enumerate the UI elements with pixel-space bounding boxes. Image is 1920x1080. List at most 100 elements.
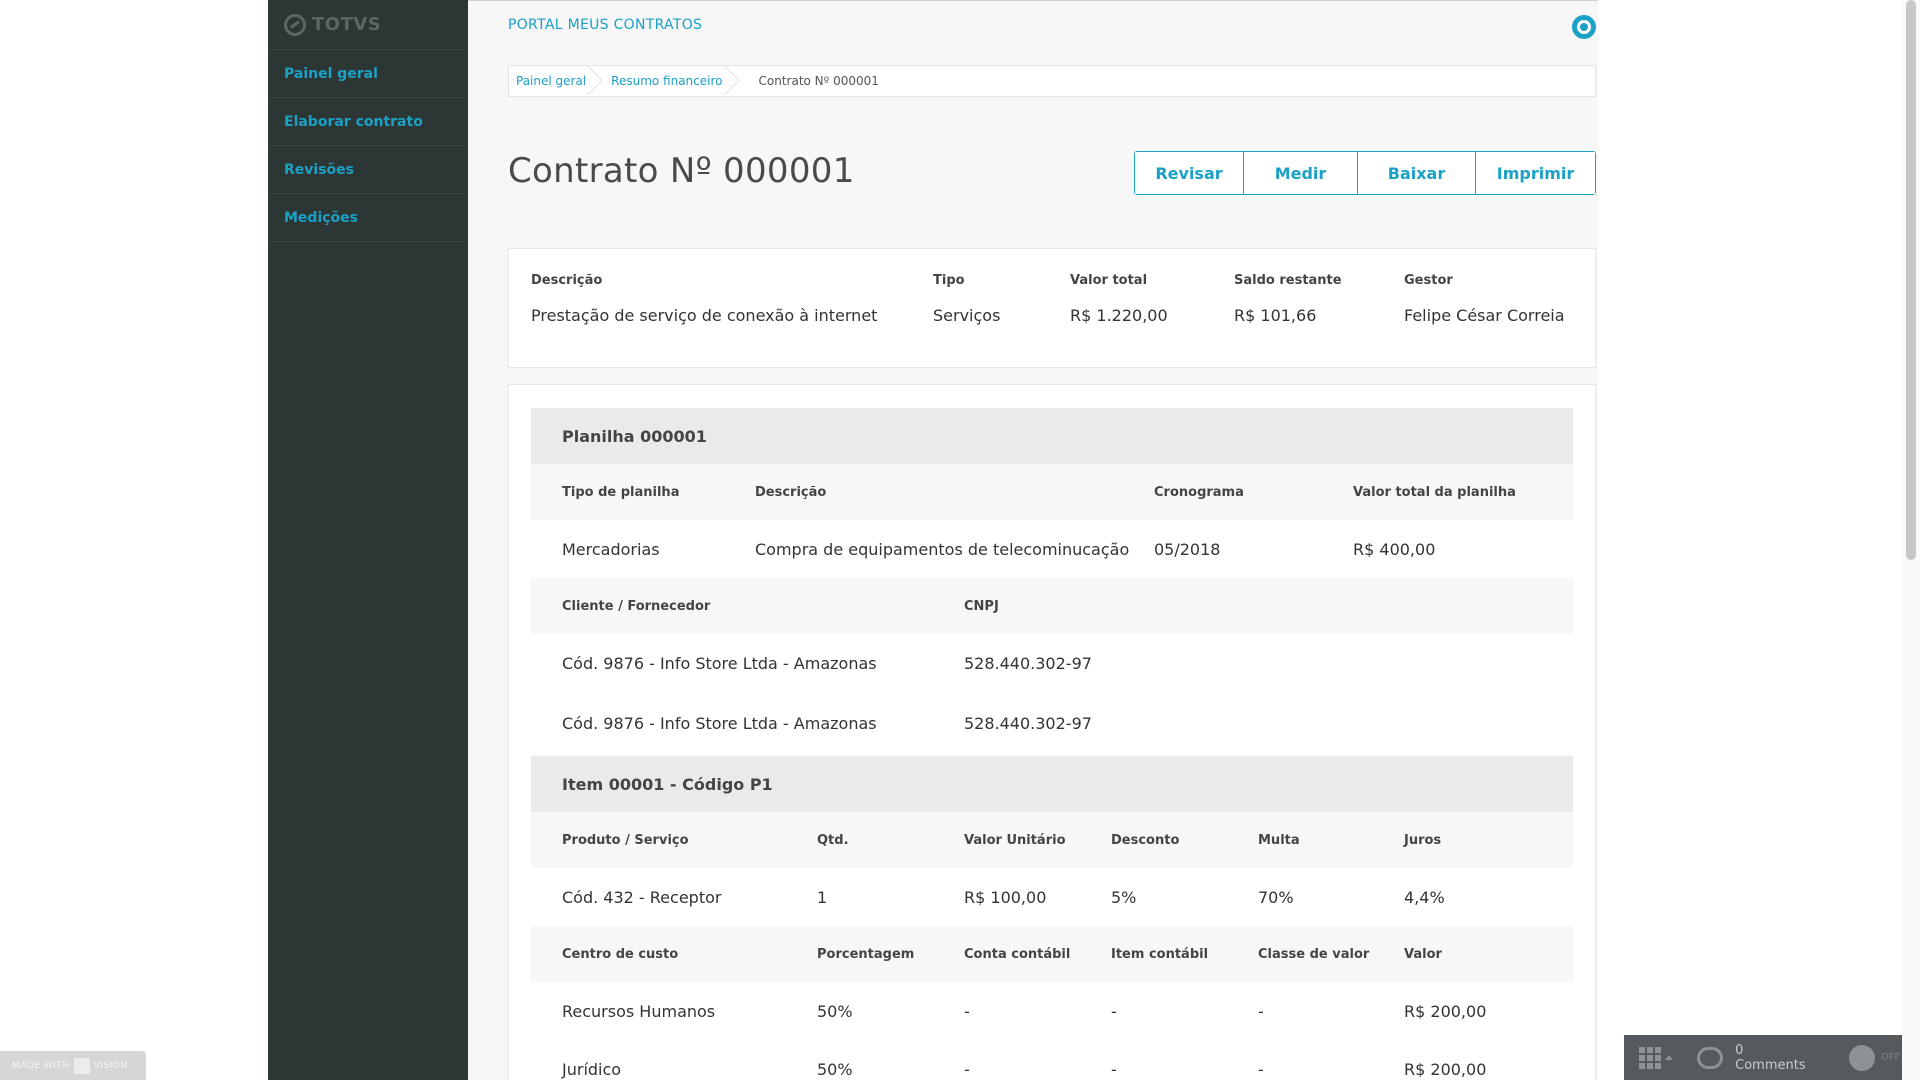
cell: Recursos Humanos [562, 1001, 716, 1021]
cell: 4,4% [1404, 887, 1445, 907]
summary-value: Felipe César Correia [1404, 306, 1565, 325]
column-header: Valor total da planilha [1353, 484, 1516, 500]
column-header: CNPJ [964, 598, 999, 614]
cell: Cód. 9876 - Info Store Ltda - Amazonas [562, 653, 877, 673]
column-header: Multa [1258, 832, 1300, 848]
breadcrumb-painel-geral[interactable]: Painel geral [509, 66, 604, 96]
page-title: Contrato Nº 000001 [508, 151, 855, 191]
planilha-row: Mercadorias Compra de equipamentos de te… [531, 520, 1573, 578]
column-header: Item contábil [1111, 946, 1209, 962]
comment-toolbar: 0 Comments OFF [1624, 1035, 1902, 1080]
summary-saldo-restante: Saldo restante R$ 101,66 [1234, 273, 1342, 325]
summary-value: Prestação de serviço de conexão à intern… [531, 306, 878, 325]
column-header: Juros [1404, 832, 1442, 848]
sidebar-item-painel-geral[interactable]: Painel geral [268, 50, 468, 98]
revisar-button[interactable]: Revisar [1135, 152, 1244, 194]
cell: 528.440.302-97 [964, 713, 1092, 733]
baixar-button[interactable]: Baixar [1358, 152, 1476, 194]
column-header: Valor Unitário [964, 832, 1066, 848]
cell: Compra de equipamentos de telecominucaçã… [755, 539, 1130, 559]
portal-title[interactable]: PORTAL MEUS CONTRATOS [508, 17, 703, 33]
cell: - [1258, 1059, 1264, 1079]
summary-tipo: Tipo Serviços [933, 273, 1000, 325]
column-header: Conta contábil [964, 946, 1071, 962]
column-header: Qtd. [817, 832, 849, 848]
sidebar-item-revisoes[interactable]: Revisões [268, 146, 468, 194]
cell: Jurídico [562, 1059, 622, 1079]
planilha-header-row: Tipo de planilha Descrição Cronograma Va… [531, 464, 1573, 520]
summary-value: R$ 101,66 [1234, 306, 1317, 325]
scrollbar-thumb[interactable] [1906, 0, 1916, 560]
cell: R$ 200,00 [1404, 1001, 1487, 1021]
badge-text: MADE WITH [12, 1060, 70, 1071]
cell: R$ 100,00 [964, 887, 1047, 907]
imprimir-button[interactable]: Imprimir [1476, 152, 1595, 194]
brand-logo[interactable]: TOTVS [268, 0, 468, 50]
brand-name: TOTVS [312, 14, 382, 35]
contract-detail-card: Planilha 000001 Tipo de planilha Descriç… [508, 384, 1596, 1080]
breadcrumb: Painel geral Resumo financeiro Contrato … [508, 65, 1596, 97]
breadcrumb-current: Contrato Nº 000001 [758, 74, 879, 88]
column-header: Descrição [755, 484, 827, 500]
user-profile-icon[interactable] [1572, 15, 1596, 39]
summary-label: Saldo restante [1234, 273, 1342, 288]
cost-center-row: Jurídico 50% - - - R$ 200,00 [531, 1040, 1573, 1080]
cell: 05/2018 [1154, 539, 1221, 559]
cell: - [1111, 1059, 1117, 1079]
cell: R$ 200,00 [1404, 1059, 1487, 1079]
main-content: PORTAL MEUS CONTRATOS Painel geral Resum… [468, 0, 1598, 1080]
toggle-knob [1848, 1044, 1875, 1071]
supplier-header-row: Cliente / Fornecedor CNPJ [531, 578, 1573, 634]
breadcrumb-resumo-financeiro[interactable]: Resumo financeiro [604, 66, 740, 96]
cell: - [964, 1059, 970, 1079]
cell: 70% [1258, 887, 1294, 907]
medir-button[interactable]: Medir [1244, 152, 1358, 194]
column-header: Tipo de planilha [562, 484, 680, 500]
cell: 528.440.302-97 [964, 653, 1092, 673]
made-with-invision-badge[interactable]: MADE WITH VISION [0, 1051, 146, 1080]
right-gutter [1598, 0, 1920, 1080]
comments-count[interactable]: 0 Comments [1735, 1042, 1806, 1073]
left-gutter [0, 0, 268, 1080]
cell: Cód. 9876 - Info Store Ltda - Amazonas [562, 713, 877, 733]
cell: R$ 400,00 [1353, 539, 1436, 559]
summary-descricao: Descrição Prestação de serviço de conexã… [531, 273, 877, 325]
cell: - [1111, 1001, 1117, 1021]
item-header: Item 00001 - Código P1 [531, 756, 1573, 812]
column-header: Cliente / Fornecedor [562, 598, 711, 614]
column-header: Desconto [1111, 832, 1180, 848]
badge-brand: VISION [93, 1060, 128, 1071]
invision-logo-icon [73, 1057, 90, 1074]
cell: - [964, 1001, 970, 1021]
sidebar-item-medicoes[interactable]: Medições [268, 194, 468, 242]
column-header: Produto / Serviço [562, 832, 689, 848]
comments-toggle[interactable]: OFF [1848, 1044, 1902, 1072]
item-header-row: Produto / Serviço Qtd. Valor Unitário De… [531, 812, 1573, 868]
cell: 50% [817, 1059, 853, 1079]
sidebar-item-elaborar-contrato[interactable]: Elaborar contrato [268, 98, 468, 146]
cell: - [1258, 1001, 1264, 1021]
summary-label: Valor total [1070, 273, 1148, 288]
topbar: PORTAL MEUS CONTRATOS [508, 15, 1596, 47]
planilha-header: Planilha 000001 [531, 408, 1573, 464]
toggle-label: OFF [1880, 1052, 1901, 1063]
sidebar: TOTVS Painel geral Elaborar contrato Rev… [268, 0, 468, 1080]
cell: Mercadorias [562, 539, 660, 559]
item-row: Cód. 432 - Receptor 1 R$ 100,00 5% 70% 4… [531, 868, 1573, 926]
action-button-group: Revisar Medir Baixar Imprimir [1134, 151, 1596, 195]
caret-up-icon [1665, 1055, 1673, 1060]
cell: 1 [817, 887, 828, 907]
column-header: Classe de valor [1258, 946, 1370, 962]
summary-valor-total: Valor total R$ 1.220,00 [1070, 273, 1168, 325]
column-header: Cronograma [1154, 484, 1244, 500]
column-header: Centro de custo [562, 946, 679, 962]
cell: 5% [1111, 887, 1137, 907]
supplier-row: Cód. 9876 - Info Store Ltda - Amazonas 5… [531, 634, 1573, 692]
apps-grid-icon[interactable] [1639, 1046, 1661, 1069]
supplier-row: Cód. 9876 - Info Store Ltda - Amazonas 5… [531, 694, 1573, 752]
column-header: Valor [1404, 946, 1442, 962]
comment-icon[interactable] [1697, 1046, 1724, 1069]
cost-center-header-row: Centro de custo Porcentagem Conta contáb… [531, 926, 1573, 982]
summary-value: Serviços [933, 306, 1001, 325]
summary-label: Gestor [1404, 273, 1453, 288]
